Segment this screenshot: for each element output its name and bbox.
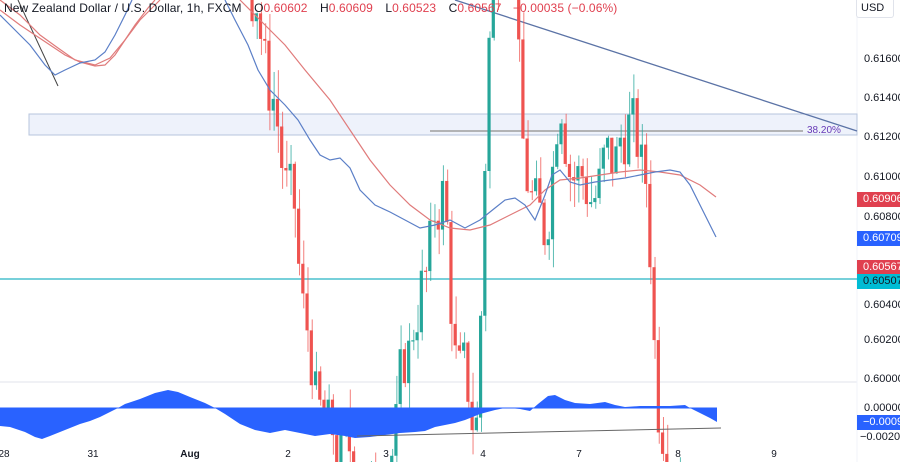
time-tick: 4 [480, 449, 486, 460]
close-label: C [448, 1, 458, 15]
time-tick: 2 [285, 449, 291, 460]
price-tick: 0.60000 [864, 373, 900, 385]
support-level-badge: 0.60507 [857, 274, 900, 289]
resistance-zone-rectangle[interactable] [28, 113, 858, 136]
oscillator-tick: 0.00000 [864, 402, 900, 414]
open-value: 0.60602 [263, 1, 308, 15]
ema-fast-value-badge: 0.60709 [857, 231, 900, 246]
time-tick: 7 [576, 449, 582, 460]
price-tick: 0.60200 [864, 334, 900, 346]
currency-button[interactable]: USD [856, 0, 894, 18]
candlesticks [250, 0, 681, 462]
time-tick: 8 [675, 449, 681, 460]
open-label: O [254, 1, 264, 15]
time-tick: 31 [87, 449, 99, 460]
high-label: H [320, 1, 329, 15]
ema-slow-line-1 [0, 0, 156, 67]
descending-trendline[interactable] [454, 0, 858, 132]
ema-fast-line [0, 0, 133, 76]
ema-slow-value-badge: 0.60906 [857, 192, 900, 207]
price-tick: 0.61600 [864, 53, 900, 65]
ema-slow-line [0, 0, 161, 66]
time-tick: 3 [383, 449, 389, 460]
oscillator-tick: −0.00200 [860, 431, 900, 443]
price-tick: 0.61400 [864, 92, 900, 104]
time-tick: 9 [771, 449, 777, 460]
last-price-badge: 0.60567 [857, 260, 900, 275]
time-tick: 28 [0, 449, 10, 460]
high-value: 0.60609 [328, 1, 373, 15]
low-value: 0.60523 [392, 1, 437, 15]
price-tick: 0.61200 [864, 131, 900, 143]
fib-38-label: 38.20% [807, 125, 841, 136]
ema-fast-line-2 [224, 0, 717, 238]
oscillator-trendline[interactable] [356, 427, 722, 437]
time-tick: Aug [180, 449, 200, 460]
price-tick: 0.60800 [864, 211, 900, 223]
change-value: −0.00035 (−0.06%) [512, 1, 618, 15]
low-label: L [385, 1, 393, 15]
oscillator-area [0, 390, 717, 439]
price-tick: 0.61000 [864, 171, 900, 183]
symbol-legend[interactable]: New Zealand Dollar / U.S. Dollar, 1h, FX… [4, 1, 617, 15]
close-value: 0.60567 [457, 1, 502, 15]
price-tick: 0.60400 [864, 299, 900, 311]
oscillator-value-badge: −0.00098 [857, 415, 900, 430]
symbol-title[interactable]: New Zealand Dollar / U.S. Dollar, 1h, FX… [4, 1, 242, 15]
ema-slow-line-2 [239, 0, 717, 231]
